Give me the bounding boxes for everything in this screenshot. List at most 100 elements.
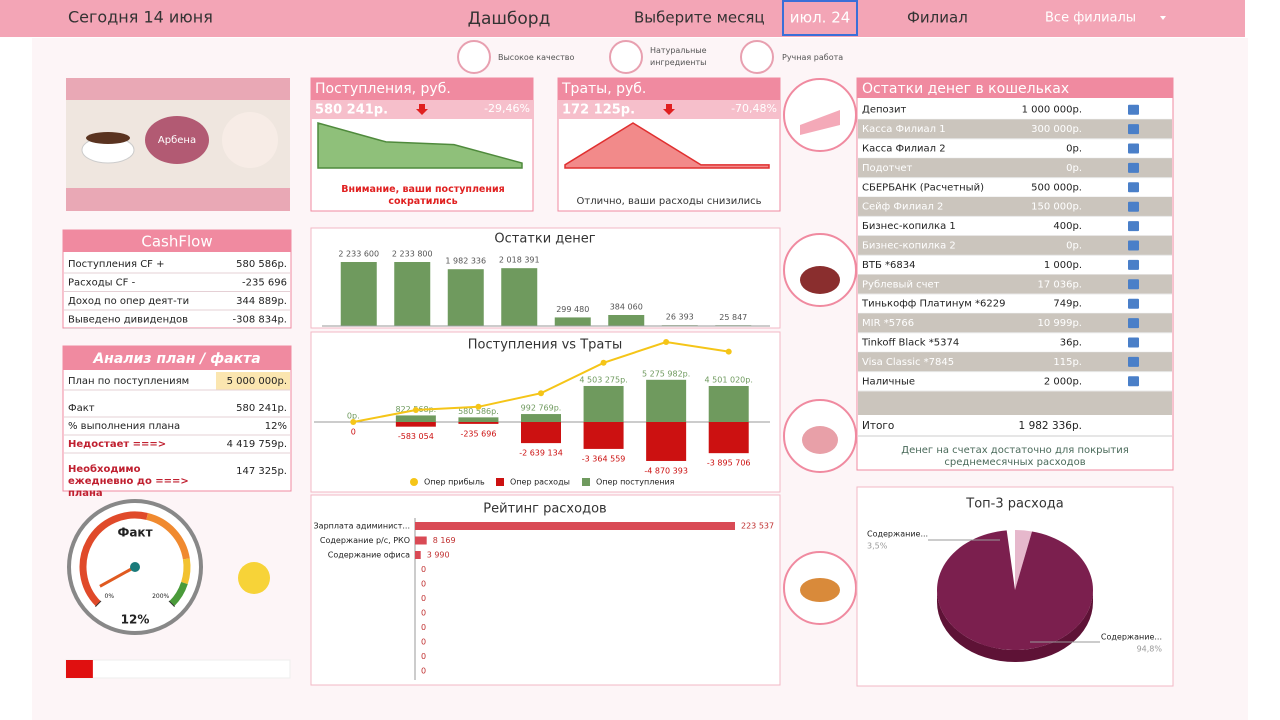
gauge-tick — [95, 600, 102, 607]
row-fill — [858, 352, 1172, 372]
gauge-tick-label: 0% — [105, 593, 115, 600]
gauge-hub — [130, 562, 140, 572]
plan-title: Анализ план / факта — [92, 351, 260, 367]
wallet-name: Бизнес-копилка 2 — [862, 241, 956, 252]
value-label: 5 275 982р. — [642, 369, 690, 378]
wallet-amount: 0р. — [1066, 163, 1082, 174]
dessert — [783, 78, 857, 152]
wallet-name: Касса Филиал 2 — [862, 144, 946, 155]
gauge-title: Факт — [117, 526, 152, 540]
bar — [395, 422, 436, 427]
trend-area — [317, 122, 523, 169]
coffee — [86, 132, 130, 144]
bar — [608, 314, 645, 326]
bar — [415, 551, 421, 559]
value-label: -3 364 559 — [582, 454, 626, 463]
wallet-amount: 10 999р. — [1037, 318, 1082, 329]
point — [538, 390, 544, 397]
panel-title-bar — [63, 346, 291, 370]
wallet-icon — [1128, 182, 1139, 193]
emoji — [238, 562, 270, 594]
row-label: Недостает ===> — [68, 439, 166, 450]
wallet-amount: 400р. — [1053, 221, 1082, 232]
chart-title: Топ-3 расхода — [965, 497, 1063, 512]
trend-area — [564, 122, 770, 169]
cake — [800, 578, 840, 602]
value-label: 0 — [421, 652, 426, 661]
value-label: 580 586р. — [458, 407, 499, 416]
category-label: Содержание р/с, РКО — [320, 536, 410, 545]
value-label: -3 895 706 — [707, 459, 751, 468]
wallet-amount: 1 000 000р. — [1022, 105, 1082, 116]
category-label: Содержание офиса — [328, 551, 410, 560]
wallet-name: Тинькофф Платинум *6229 — [861, 299, 1005, 310]
point — [600, 359, 607, 366]
wallet-icon — [1128, 104, 1139, 115]
bar — [458, 422, 499, 424]
wallet-icon — [1128, 376, 1139, 387]
branch-label: Филиал — [907, 9, 968, 27]
panel-title-bar — [311, 78, 533, 100]
row-fill — [858, 197, 1172, 217]
wallet-icon — [1128, 298, 1139, 309]
bar — [708, 385, 749, 422]
bar — [394, 262, 431, 326]
value-label: 299 480 — [556, 305, 589, 314]
wallets-note: Денег на счетах достаточно для покрытия … — [901, 445, 1129, 468]
month-picker[interactable] — [782, 0, 858, 36]
bar — [554, 317, 591, 326]
plan-panel — [62, 345, 292, 492]
kpi-note: Внимание, ваши поступления сократились — [341, 184, 505, 207]
dropdown-arrow[interactable] — [1160, 16, 1166, 20]
bar — [395, 415, 436, 422]
bar — [501, 268, 538, 326]
bar — [646, 379, 687, 422]
total-value: 1 982 336р. — [1019, 420, 1082, 432]
value-label: 992 769р. — [521, 404, 562, 413]
bar — [447, 269, 484, 326]
chart-panel — [310, 331, 781, 493]
wallet-icon — [1128, 279, 1139, 290]
value-label: 4 503 275р. — [579, 375, 627, 384]
value-label: 0 — [421, 580, 426, 589]
wallet-amount: 500 000р. — [1031, 182, 1082, 193]
progress-track — [65, 659, 291, 679]
value-label: -4 870 393 — [644, 466, 688, 475]
month-value[interactable]: июл. 24 — [790, 9, 851, 27]
legend-label: Опер прибыль — [424, 478, 485, 487]
category-label: Зарплата адиминист... — [314, 522, 410, 531]
wallet-name: ВТБ *6834 — [862, 260, 915, 271]
badge-icons — [457, 40, 774, 74]
badge-label: Ручная работа — [782, 53, 844, 62]
wallet-name: Сейф Филиал 2 — [862, 202, 943, 213]
today-label: Сегодня 14 июня — [68, 8, 213, 27]
bar — [521, 422, 561, 444]
wallet-icon — [1128, 259, 1139, 270]
wallet-icon — [1128, 240, 1139, 251]
plan-row-label: Необходимо ежедневно до ===> плана — [68, 464, 189, 499]
wallet-amount: 0р. — [1066, 144, 1082, 155]
wallet-icon — [1128, 201, 1139, 212]
wallet-amount: 0р. — [1066, 241, 1082, 252]
kpi-title: Траты, руб. — [561, 81, 646, 97]
row-value: -235 696 — [242, 278, 287, 289]
wallet-name: Касса Филиал 1 — [862, 124, 946, 135]
value-label: 2 233 600 — [338, 250, 379, 259]
wallet-icon — [1128, 143, 1139, 154]
branch-value[interactable]: Все филиалы — [1045, 11, 1136, 26]
point — [725, 348, 732, 355]
dessert-art — [800, 110, 840, 602]
gauge-band — [146, 513, 190, 560]
row-fill — [858, 119, 1172, 139]
legend-label: Опер поступления — [596, 478, 675, 487]
gauge-band — [181, 558, 191, 585]
slice-value: 94,8% — [1137, 645, 1163, 654]
pie-slice — [936, 530, 1093, 651]
legend-marker — [582, 478, 590, 486]
bar — [415, 536, 427, 545]
month-label: Выберите месяц — [634, 9, 765, 27]
row-value: 147 325р. — [236, 466, 287, 477]
value-label: 0 — [421, 565, 426, 574]
gauge-tick-label: 200% — [152, 593, 169, 600]
photo-child — [222, 112, 278, 168]
